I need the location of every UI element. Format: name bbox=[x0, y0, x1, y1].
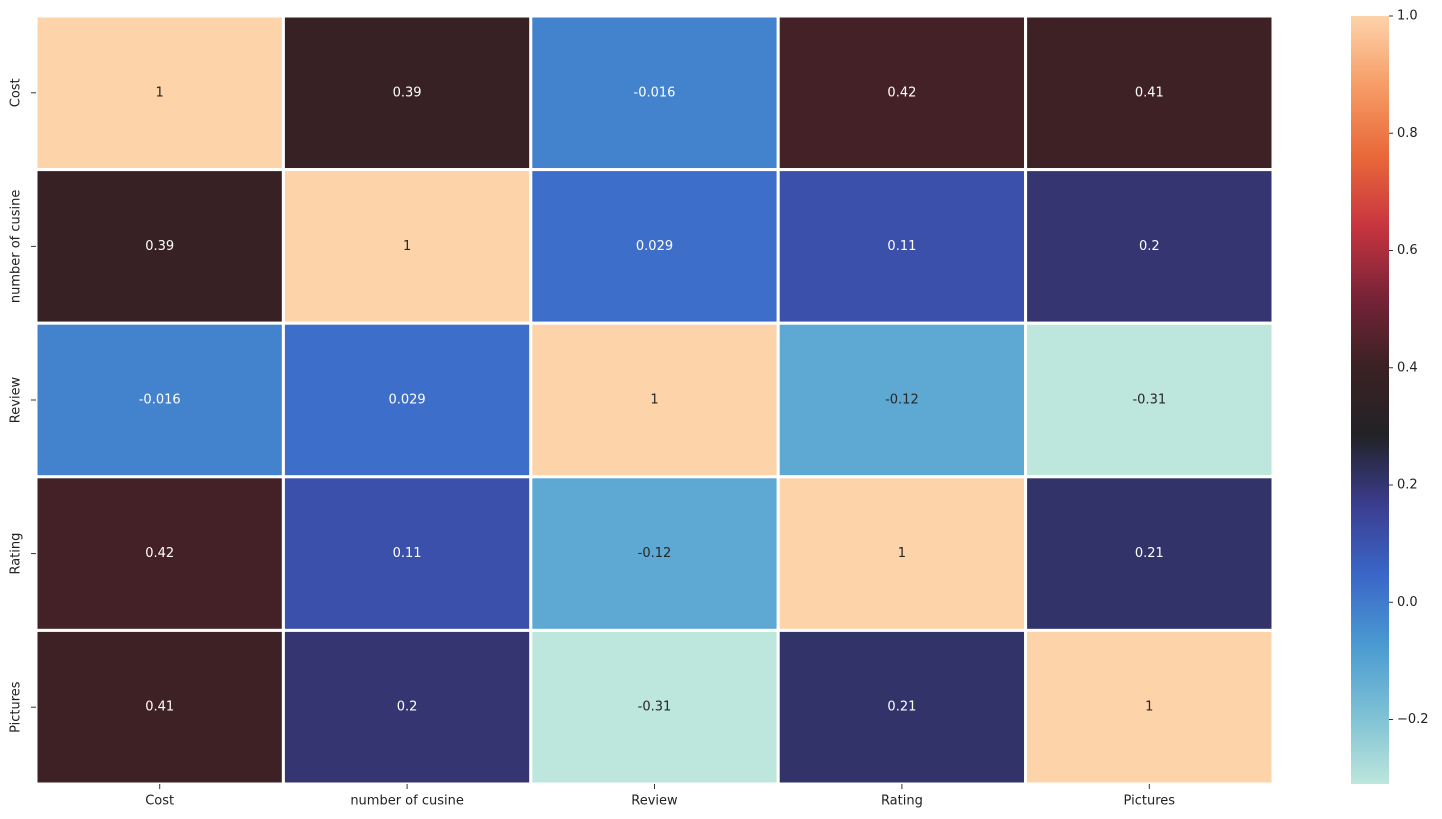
heatmap-cell bbox=[34, 628, 285, 786]
heatmap-cell bbox=[281, 475, 533, 632]
colorbar-tick-label: −0.2 bbox=[1397, 712, 1429, 727]
y-tick-label: Pictures bbox=[9, 681, 24, 733]
x-tick-label: Rating bbox=[881, 794, 923, 809]
cell-label: 1 bbox=[403, 239, 411, 254]
cell-label: -0.31 bbox=[638, 700, 672, 715]
colorbar bbox=[1351, 16, 1389, 784]
cell-label: 0.029 bbox=[636, 239, 673, 254]
y-tick-label: Cost bbox=[9, 78, 24, 107]
heatmap-cell bbox=[281, 628, 533, 786]
colorbar-tick-label: 1.0 bbox=[1397, 9, 1418, 24]
colorbar-tick-label: 0.6 bbox=[1397, 243, 1418, 258]
x-tick-label: Cost bbox=[145, 794, 174, 809]
cell-label: -0.31 bbox=[1132, 393, 1166, 408]
cell-label: 0.11 bbox=[393, 546, 422, 561]
cell-label: 1 bbox=[650, 393, 658, 408]
cell-label: -0.016 bbox=[139, 393, 181, 408]
cell-label: -0.016 bbox=[634, 85, 676, 100]
heatmap-cell bbox=[34, 14, 285, 172]
heatmap-cell bbox=[529, 628, 780, 786]
y-tick-label: number of cusine bbox=[9, 190, 24, 304]
colorbar-tick-label: 0.0 bbox=[1397, 595, 1418, 610]
cell-label: 0.42 bbox=[145, 546, 174, 561]
colorbar-tick-label: 0.2 bbox=[1397, 478, 1418, 493]
cell-label: 0.2 bbox=[1139, 239, 1160, 254]
heatmap-cell bbox=[281, 321, 533, 479]
heatmap-cell bbox=[1024, 475, 1275, 632]
cell-label: 0.39 bbox=[145, 239, 174, 254]
cell-label: 1 bbox=[156, 85, 164, 100]
cell-label: -0.12 bbox=[885, 393, 919, 408]
cell-label: -0.12 bbox=[638, 546, 672, 561]
cell-label: 0.42 bbox=[887, 85, 916, 100]
heatmap-cell bbox=[529, 168, 780, 325]
colorbar-tick-label: 0.4 bbox=[1397, 360, 1418, 375]
cell-label: 0.21 bbox=[1135, 546, 1164, 561]
cell-label: 1 bbox=[898, 546, 906, 561]
cell-label: 0.41 bbox=[145, 700, 174, 715]
heatmap-cell bbox=[529, 14, 780, 172]
heatmap-cell bbox=[529, 475, 780, 632]
colorbar-tick-label: 0.8 bbox=[1397, 126, 1418, 141]
cell-label: 0.39 bbox=[393, 85, 422, 100]
cell-label: 0.21 bbox=[887, 700, 916, 715]
cell-label: 0.029 bbox=[388, 393, 425, 408]
heatmap-cell bbox=[776, 14, 1028, 172]
x-tick-label: Review bbox=[631, 794, 678, 809]
y-tick-label: Review bbox=[9, 376, 24, 423]
x-tick-label: number of cusine bbox=[350, 794, 464, 809]
heatmap-cell bbox=[281, 14, 533, 172]
cell-label: 1 bbox=[1145, 700, 1153, 715]
heatmap-cell bbox=[776, 321, 1028, 479]
heatmap-cell bbox=[776, 475, 1028, 632]
heatmap-cell bbox=[1024, 628, 1275, 786]
cell-label: 0.41 bbox=[1135, 85, 1164, 100]
y-tick-label: Rating bbox=[9, 533, 24, 575]
cell-label: 0.2 bbox=[397, 700, 418, 715]
heatmap-cell bbox=[1024, 168, 1275, 325]
cell-label: 0.11 bbox=[887, 239, 916, 254]
x-tick-label: Pictures bbox=[1124, 794, 1176, 809]
